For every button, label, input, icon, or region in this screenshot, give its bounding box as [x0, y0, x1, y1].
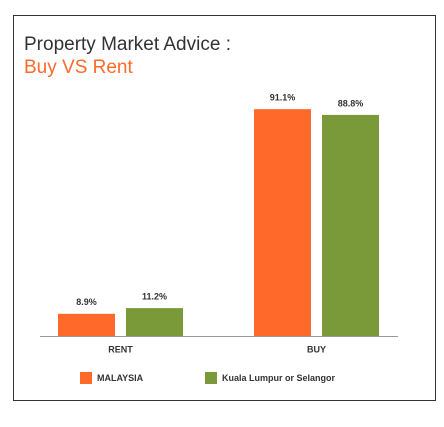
- legend-swatch: [205, 372, 217, 384]
- bar: [58, 313, 115, 336]
- data-label: 91.1%: [270, 93, 296, 103]
- legend-label: MALAYSIA: [97, 373, 144, 383]
- chart-title: Property Market Advice :: [24, 34, 231, 55]
- x-tick-label: RENT: [108, 344, 133, 354]
- bar: [322, 114, 379, 336]
- x-tick-label: BUY: [307, 344, 326, 354]
- data-label: 88.8%: [338, 98, 364, 108]
- data-label: 8.9%: [76, 297, 97, 307]
- bar: [254, 109, 311, 336]
- bar: [126, 308, 183, 336]
- data-label: 11.2%: [142, 291, 167, 301]
- chart-subtitle: Buy VS Rent: [24, 57, 133, 78]
- legend-swatch: [80, 372, 92, 384]
- legend-label: Kuala Lumpur or Selangor: [222, 373, 336, 383]
